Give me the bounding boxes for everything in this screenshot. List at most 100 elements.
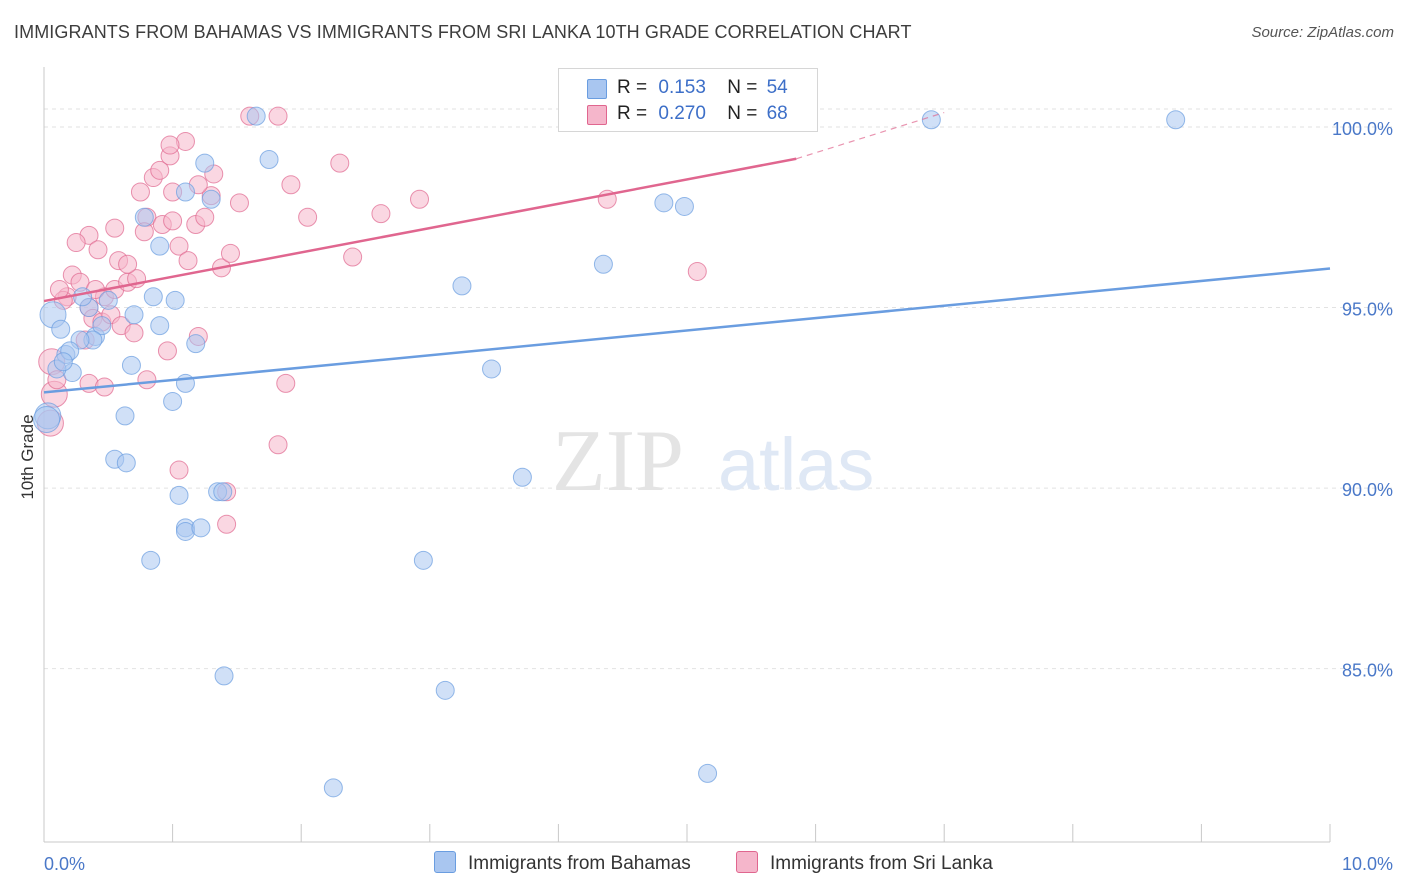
bahamas-point: [195, 153, 215, 173]
bottom-legend-label-sri-lanka: Immigrants from Sri Lanka: [770, 853, 993, 874]
bahamas-point: [51, 319, 71, 339]
axes: [43, 67, 1331, 843]
legend-r-label: R =: [617, 77, 648, 98]
sri-lanka-point: [88, 240, 108, 260]
bahamas-point: [1166, 110, 1186, 130]
bahamas-point: [92, 316, 112, 336]
sri-lanka-point: [410, 189, 430, 209]
bahamas-point: [175, 521, 195, 541]
bahamas-point: [698, 763, 718, 783]
tick-labels: 85.0% 90.0% 95.0% 100.0% 0.0% 10.0%: [44, 119, 1393, 874]
bahamas-point: [593, 254, 613, 274]
sri-lanka-point: [217, 514, 237, 534]
bahamas-point: [213, 482, 233, 502]
bahamas-point: [201, 189, 221, 209]
trend-lines: [43, 111, 1331, 394]
sri-lanka-point: [160, 135, 180, 155]
bottom-legend-swatch-sri-lanka: [736, 851, 758, 873]
legend-n-label: N =: [727, 103, 758, 124]
sri-lanka-point: [229, 193, 249, 213]
bahamas-point: [53, 352, 73, 372]
legend-swatch-sri-lanka: [587, 105, 607, 125]
bahamas-point: [143, 287, 163, 307]
sri-lanka-point: [178, 251, 198, 271]
y-tick-label: 85.0%: [1342, 661, 1393, 681]
sri-lanka-point: [330, 153, 350, 173]
grid-lines: [44, 108, 1394, 670]
bahamas-point: [115, 406, 135, 426]
bahamas-point: [73, 287, 93, 307]
bahamas-point: [413, 550, 433, 570]
bahamas-point: [191, 518, 211, 538]
legend-n-label: N =: [727, 77, 758, 98]
bahamas-point: [246, 106, 266, 126]
bottom-legend-label-bahamas: Immigrants from Bahamas: [468, 853, 691, 874]
legend-n-value: 54: [766, 77, 788, 98]
sri-lanka-trend-extension: [796, 111, 945, 160]
bahamas-point: [165, 290, 185, 310]
sri-lanka-point: [298, 207, 318, 227]
y-axis-label: 10th Grade: [18, 414, 37, 499]
bahamas-point: [175, 182, 195, 202]
sri-lanka-point: [268, 435, 288, 455]
bahamas-point: [121, 355, 141, 375]
bahamas-point: [259, 150, 279, 169]
bottom-legend-bahamas[interactable]: Immigrants from Bahamas: [434, 851, 691, 875]
bahamas-point: [116, 453, 136, 473]
y-tick-label: 100.0%: [1332, 119, 1393, 139]
bahamas-point: [186, 334, 206, 354]
source-label: Source: ZipAtlas.com: [1251, 24, 1394, 41]
sri-lanka-point: [130, 182, 150, 202]
sri-lanka-point: [343, 247, 363, 267]
sri-lanka-point: [150, 160, 170, 180]
chart-title: IMMIGRANTS FROM BAHAMAS VS IMMIGRANTS FR…: [14, 22, 912, 42]
legend-r-label: R =: [617, 103, 648, 124]
bahamas-point: [512, 467, 532, 487]
legend-r-value: 0.153: [658, 77, 706, 98]
sri-lanka-point: [281, 175, 301, 195]
sri-lanka-trend-line: [43, 157, 797, 303]
sri-lanka-point: [137, 370, 157, 390]
bahamas-point: [435, 680, 455, 700]
y-tick-label: 90.0%: [1342, 480, 1393, 500]
sri-lanka-point: [220, 243, 240, 263]
sri-lanka-point: [268, 106, 288, 126]
legend-r-value: 0.270: [658, 103, 706, 124]
bahamas-point: [323, 778, 343, 798]
bahamas-point: [654, 193, 674, 213]
bottom-legend-swatch-bahamas: [434, 851, 456, 873]
bahamas-point: [134, 207, 154, 227]
bahamas-point: [921, 110, 941, 130]
bahamas-point: [150, 236, 170, 256]
bahamas-point: [452, 276, 472, 296]
x-tick-label-min: 0.0%: [44, 854, 85, 874]
sri-lanka-point: [175, 131, 195, 151]
bahamas-point: [98, 290, 118, 310]
sri-lanka-point: [124, 323, 144, 343]
sri-lanka-point: [105, 218, 125, 238]
sri-lanka-point: [276, 373, 296, 393]
bahamas-point: [169, 485, 189, 505]
sri-lanka-point: [163, 211, 183, 231]
bahamas-point: [163, 391, 183, 411]
x-tick-label-max: 10.0%: [1342, 854, 1393, 874]
bahamas-point: [33, 406, 61, 433]
sri-lanka-point: [371, 204, 391, 224]
bahamas-point: [150, 316, 170, 336]
bahamas-point: [141, 550, 161, 570]
sri-lanka-point: [195, 207, 215, 227]
sri-lanka-point: [157, 341, 177, 361]
series-bahamas-points: [33, 106, 1186, 798]
bahamas-trend-line: [43, 267, 1331, 394]
bahamas-point: [214, 666, 234, 686]
stats-legend: R = 0.153 N = 54 R = 0.270 N = 68: [558, 68, 818, 132]
watermark: ZIP atlas: [552, 413, 874, 510]
bahamas-point: [124, 305, 144, 325]
bahamas-point: [674, 196, 694, 216]
sri-lanka-point: [169, 236, 189, 256]
sri-lanka-point: [169, 460, 189, 480]
bottom-legend-sri-lanka[interactable]: Immigrants from Sri Lanka: [736, 851, 993, 875]
sri-lanka-point: [66, 233, 86, 253]
legend-swatch-bahamas: [587, 79, 607, 99]
